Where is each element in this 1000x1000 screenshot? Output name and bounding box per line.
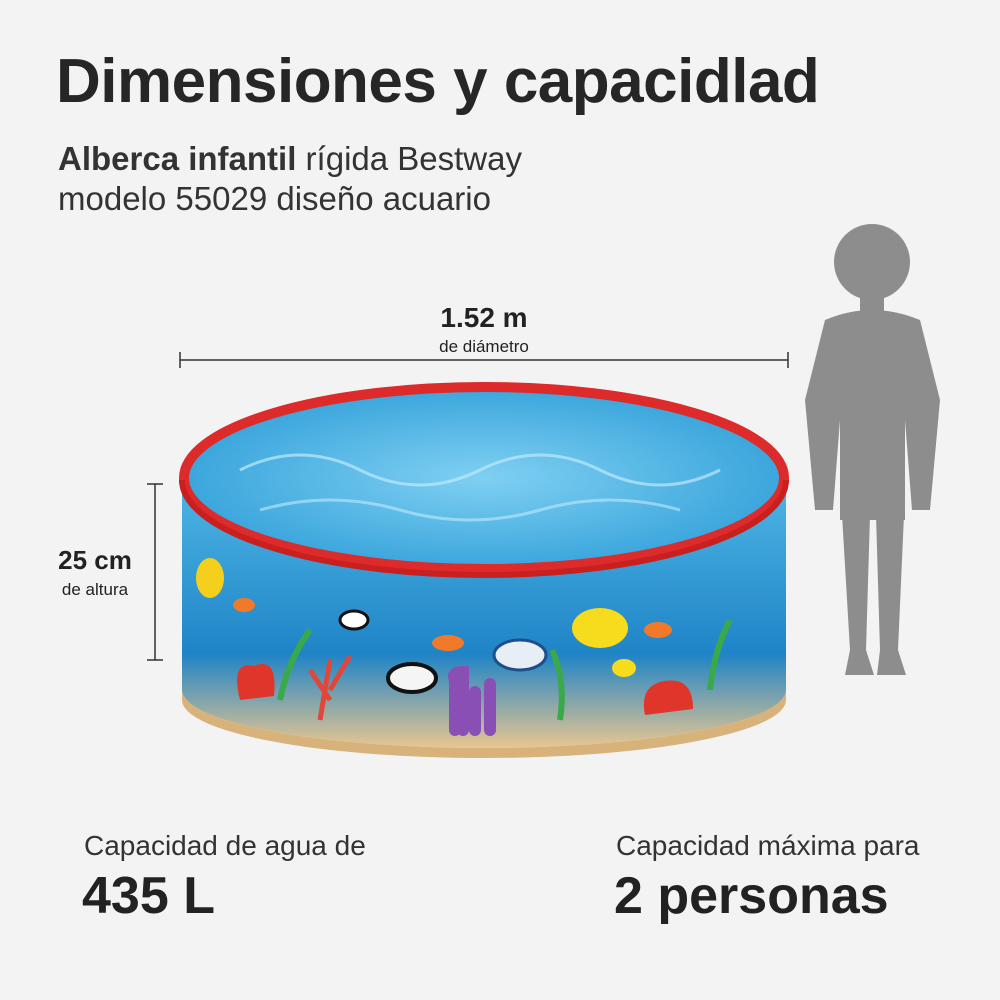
subtitle-rest: rígida Bestway	[296, 140, 522, 177]
height-label: de altura	[61, 580, 129, 599]
water-label: Capacidad de agua de	[84, 830, 366, 861]
height: 25 cm	[58, 545, 132, 575]
subtitle-line: modelo 55029 diseño acuario	[58, 180, 491, 217]
title: Dimensiones y capacidlad	[56, 47, 820, 116]
subtitle: Alberca infantil rígida Bestway	[58, 140, 522, 178]
pool	[179, 382, 789, 758]
diameter: 1.52 m	[440, 302, 528, 333]
child-silhouette	[805, 224, 940, 675]
height-line	[147, 483, 163, 661]
diameter-line	[179, 352, 789, 368]
subtitle-bold: Alberca infantil	[58, 140, 297, 177]
diameter-label: de diámetro	[439, 337, 529, 356]
people-label: Capacidad máxima para	[616, 830, 920, 861]
water-value: 435 L	[82, 867, 215, 925]
people-value: 2 personas	[614, 867, 889, 925]
